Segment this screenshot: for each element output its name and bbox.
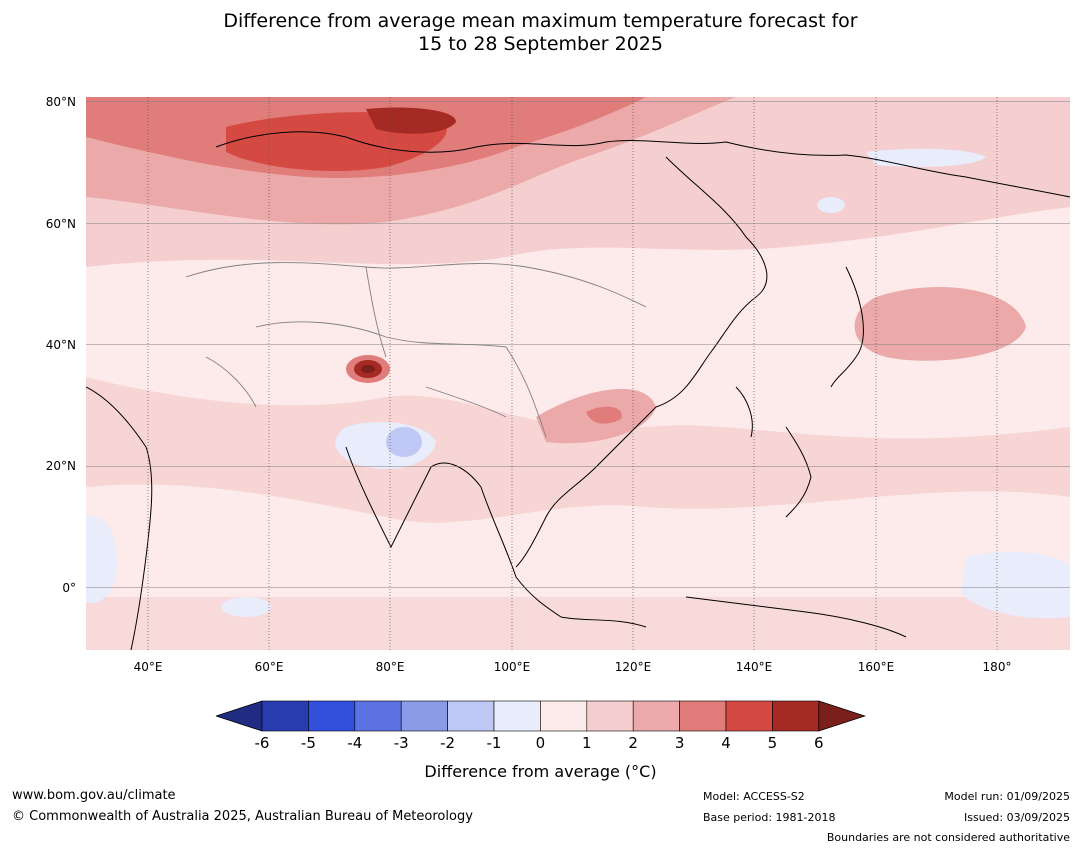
anomaly-africa-cool <box>86 516 117 604</box>
map-title: Difference from average mean maximum tem… <box>0 10 1081 56</box>
map-svg <box>86 97 1070 650</box>
colorbar-segment <box>261 700 309 732</box>
lon-label-100e: 100°E <box>493 660 531 674</box>
colorbar-tick-label: 4 <box>721 734 731 752</box>
anomaly-india-cool-core <box>386 427 422 457</box>
colorbar-tick-label: -3 <box>393 734 409 752</box>
anomaly-ocean-cool <box>221 597 271 617</box>
anomaly-pacific-cool <box>961 551 1070 619</box>
anomaly-arctic-cool <box>866 148 986 167</box>
colorbar-segment <box>308 700 356 732</box>
country-borders <box>185 262 647 438</box>
anomaly-tibet-peak <box>361 365 375 373</box>
lat-label-80n: 80°N <box>45 95 76 109</box>
lon-label-160e: 160°E <box>857 660 895 674</box>
colorbar-tick-label: -5 <box>300 734 316 752</box>
colorbar-tick-label: -2 <box>440 734 456 752</box>
lat-label-0: 0° <box>62 581 76 595</box>
lon-label-120e: 120°E <box>614 660 652 674</box>
colorbar <box>216 700 866 732</box>
lon-label-180: 180° <box>982 660 1012 674</box>
colorbar-segment <box>772 700 820 732</box>
footer-disclaimer: Boundaries are not considered authoritat… <box>826 831 1070 844</box>
colorbar-extend-low <box>216 700 263 732</box>
colorbar-segment <box>447 700 495 732</box>
colorbar-tick-label: -4 <box>347 734 363 752</box>
colorbar-segment <box>632 700 680 732</box>
footer-model: Model: ACCESS-S2 <box>703 790 805 803</box>
lon-label-60e: 60°E <box>254 660 284 674</box>
lat-label-40n: 40°N <box>45 338 76 352</box>
colorbar-tick-label: 6 <box>814 734 824 752</box>
anomaly-band-1-2-mid <box>86 377 1070 523</box>
lon-label-40e: 40°E <box>133 660 163 674</box>
lat-label-20n: 20°N <box>45 459 76 473</box>
title-line-2: 15 to 28 September 2025 <box>418 33 663 55</box>
footer-model-run: Model run: 01/09/2025 <box>944 790 1070 803</box>
colorbar-tick-label: 0 <box>535 734 546 752</box>
colorbar-segment <box>354 700 402 732</box>
colorbar-extend-high <box>818 700 866 732</box>
colorbar-tick-label: 3 <box>674 734 685 752</box>
anomaly-pacific-warm <box>854 287 1026 361</box>
colorbar-tick-label: 5 <box>767 734 778 752</box>
anomaly-band-5-6 <box>366 107 456 134</box>
colorbar-tick-label: 2 <box>628 734 638 752</box>
footer-url[interactable]: www.bom.gov.au/climate <box>12 788 176 803</box>
colorbar-label: Difference from average (°C) <box>424 762 657 781</box>
colorbar-tick-label: -6 <box>254 734 270 752</box>
temperature-anomaly-map <box>86 97 1070 650</box>
anomaly-siberia-cool <box>817 197 845 213</box>
graticule <box>86 101 1070 588</box>
colorbar-segment <box>540 700 588 732</box>
colorbar-tick-label: -1 <box>486 734 502 752</box>
coastlines <box>86 131 1070 650</box>
colorbar-segment <box>679 700 727 732</box>
footer-issued: Issued: 03/09/2025 <box>963 811 1070 824</box>
lon-label-80e: 80°E <box>375 660 405 674</box>
anomaly-east-asia-core <box>586 406 622 424</box>
colorbar-segment <box>493 700 541 732</box>
colorbar-tick-label: 1 <box>582 734 592 752</box>
footer-base-period: Base period: 1981-2018 <box>703 811 836 824</box>
colorbar-segment <box>400 700 448 732</box>
lon-label-140e: 140°E <box>735 660 773 674</box>
colorbar-segment <box>725 700 773 732</box>
lat-label-60n: 60°N <box>45 217 76 231</box>
meridians <box>147 97 998 650</box>
colorbar-segment <box>586 700 634 732</box>
anomaly-band-1-2-south <box>86 597 1070 650</box>
title-line-1: Difference from average mean maximum tem… <box>223 10 858 32</box>
footer-copyright: © Commonwealth of Australia 2025, Austra… <box>12 809 473 824</box>
